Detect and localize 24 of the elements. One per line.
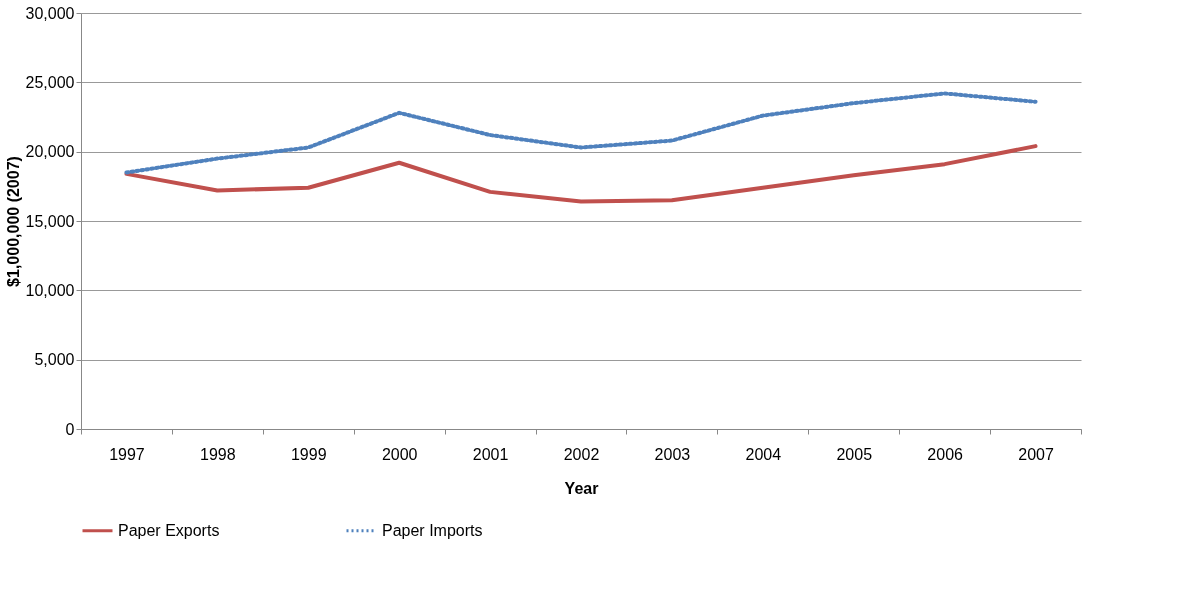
y-tick-label: 5,000 bbox=[34, 351, 75, 369]
y-tick-label: 25,000 bbox=[25, 73, 75, 91]
x-axis-title: Year bbox=[564, 479, 599, 497]
y-tick-label: 20,000 bbox=[25, 143, 75, 161]
y-tick-label: 15,000 bbox=[25, 212, 75, 230]
x-tick-label: 2007 bbox=[1018, 445, 1054, 463]
x-tick-label: 2006 bbox=[927, 445, 964, 463]
x-tick-label: 2003 bbox=[654, 445, 691, 463]
y-tick-label: 10,000 bbox=[25, 281, 75, 299]
legend-label: Paper Imports bbox=[382, 521, 483, 539]
line-series bbox=[124, 144, 1038, 204]
x-tick-label: 1997 bbox=[109, 445, 145, 463]
legend-label: Paper Exports bbox=[118, 521, 220, 539]
x-tick-label: 1998 bbox=[200, 445, 236, 463]
y-tick-label: 30,000 bbox=[25, 4, 75, 22]
x-tick-label: 2001 bbox=[472, 445, 509, 463]
y-tick-label: 0 bbox=[65, 420, 75, 438]
x-tick-label: 2005 bbox=[836, 445, 873, 463]
x-tick-label: 2004 bbox=[745, 445, 782, 463]
x-tick-label: 1999 bbox=[290, 445, 327, 463]
line-series bbox=[124, 91, 1038, 175]
y-axis-title: $1,000,000 (2007) bbox=[4, 156, 22, 287]
x-tick-label: 2002 bbox=[563, 445, 600, 463]
x-tick-label: 2000 bbox=[381, 445, 418, 463]
